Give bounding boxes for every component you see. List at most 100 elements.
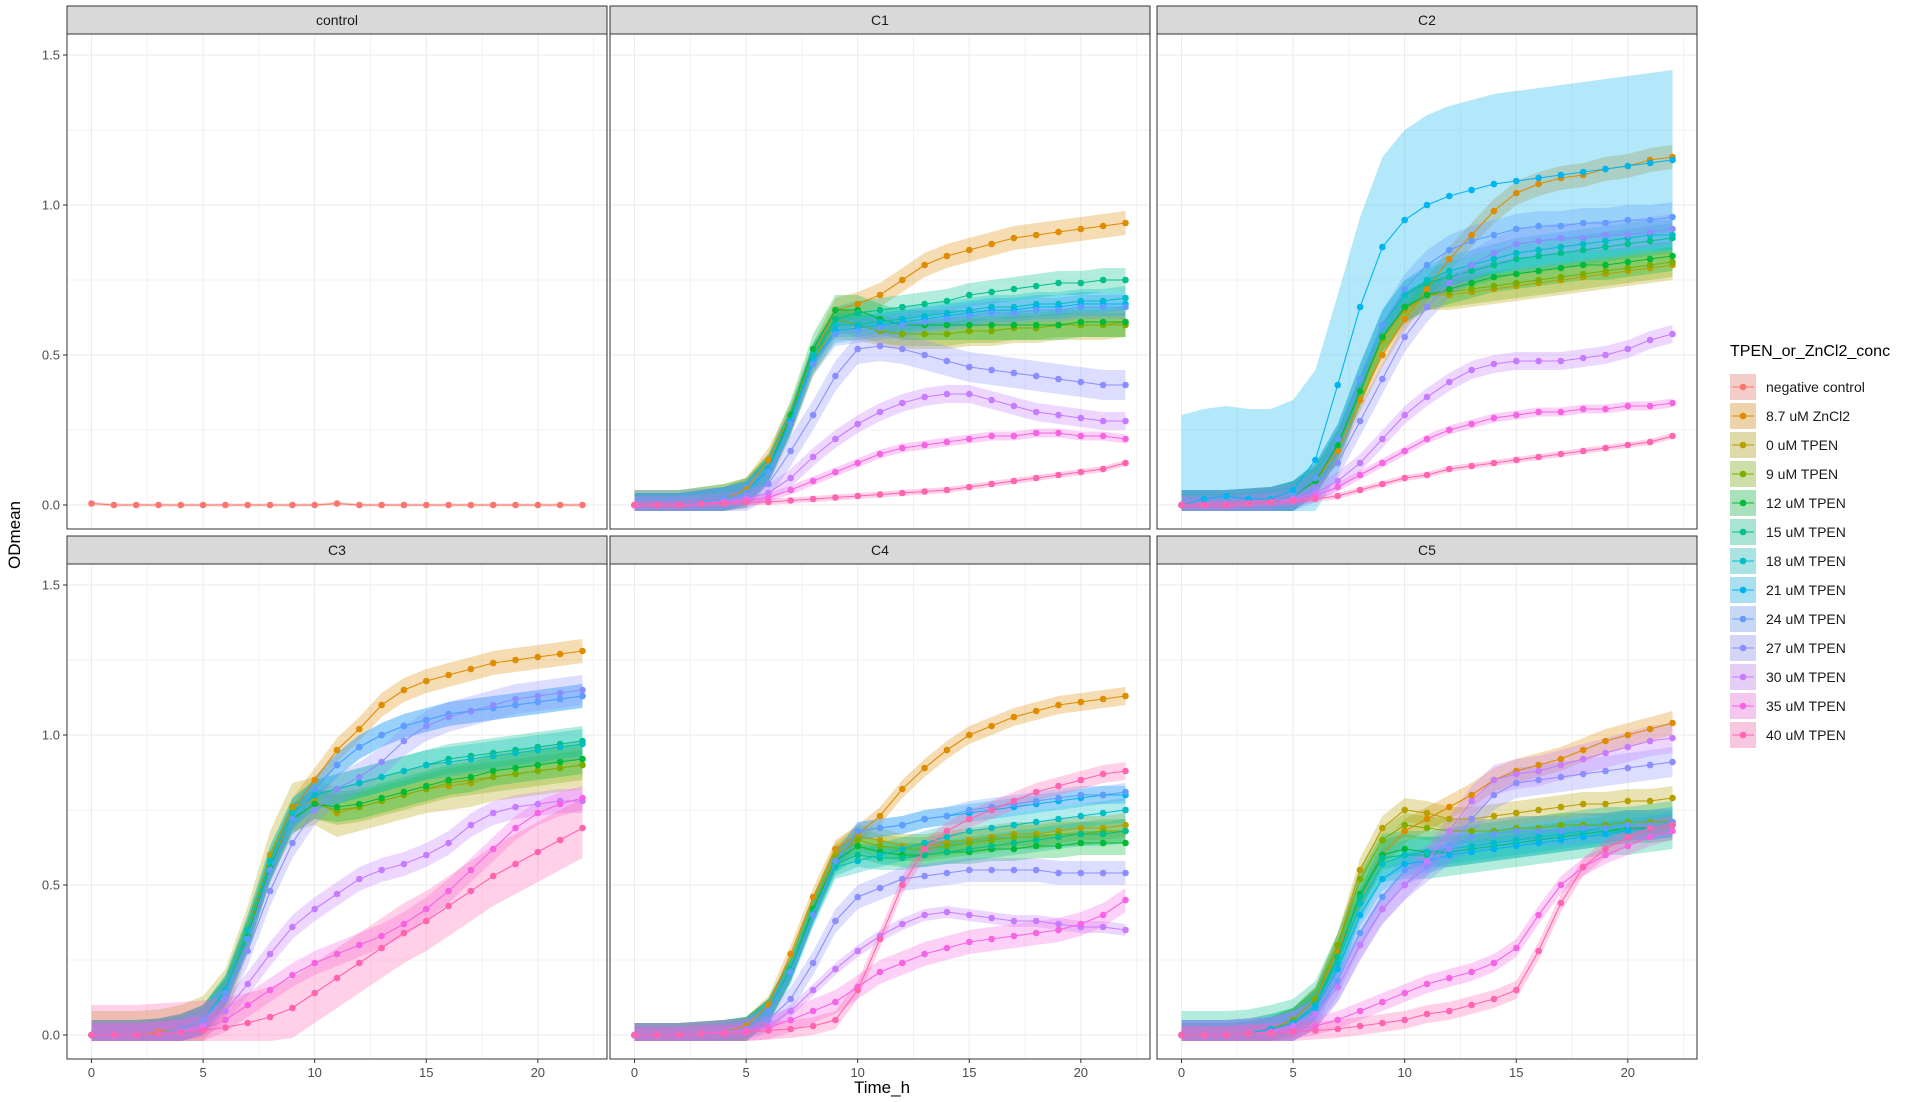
data-point-27-um-tpen (988, 866, 995, 874)
facet-panel-C2: C2 (1156, 5, 1698, 530)
data-point-35-um-tpen (1010, 432, 1018, 440)
data-point-12-um-tpen (1055, 842, 1062, 850)
data-point-negative-control (467, 501, 475, 509)
x-tick-label: 10 (307, 1065, 321, 1080)
data-point-30-um-tpen (1468, 366, 1475, 374)
data-point-40-um-tpen (675, 501, 683, 509)
data-point-18-um-tpen (512, 749, 519, 757)
data-point-24-um-tpen (921, 815, 928, 823)
data-point-15-um-tpen (921, 300, 928, 308)
data-point-8-7-um-zncl2 (765, 456, 772, 464)
data-point-35-um-tpen (1334, 1016, 1341, 1024)
data-point-27-um-tpen (489, 701, 497, 709)
legend-label: 12 uM TPEN (1766, 495, 1846, 511)
data-point-12-um-tpen (1379, 333, 1386, 341)
data-point-8-7-um-zncl2 (943, 746, 951, 754)
data-point-21-um-tpen (1646, 159, 1654, 167)
data-point-35-um-tpen (400, 920, 408, 928)
data-point-27-um-tpen (1122, 381, 1129, 389)
data-point-21-um-tpen (1401, 860, 1408, 868)
ribbon-21-um-tpen (634, 292, 1126, 511)
data-point-27-um-tpen (1513, 779, 1520, 787)
data-point-15-um-tpen (1099, 830, 1107, 838)
data-point-21-um-tpen (1513, 177, 1520, 185)
data-point-12-um-tpen (1077, 839, 1085, 847)
data-point-30-um-tpen (1513, 357, 1520, 365)
data-point-15-um-tpen (1032, 836, 1040, 844)
data-point-30-um-tpen (1312, 1010, 1319, 1018)
data-point-30-um-tpen (1032, 917, 1040, 925)
data-point-40-um-tpen (899, 881, 906, 889)
data-point-8-7-um-zncl2 (1446, 255, 1453, 263)
data-point-27-um-tpen (1423, 863, 1431, 871)
data-point-18-um-tpen (1032, 818, 1040, 826)
data-point-35-um-tpen (534, 809, 542, 817)
data-point-15-um-tpen (1010, 839, 1018, 847)
data-point-30-um-tpen (1669, 330, 1676, 338)
legend-label: 27 uM TPEN (1766, 640, 1846, 656)
data-point-24-um-tpen (1557, 827, 1565, 835)
data-point-30-um-tpen (1032, 408, 1040, 416)
data-point-40-um-tpen (988, 480, 995, 488)
data-point-35-um-tpen (1602, 851, 1609, 859)
data-point-0-um-tpen (1423, 809, 1431, 817)
data-point-24-um-tpen (1579, 824, 1587, 832)
data-point-40-um-tpen (876, 491, 884, 498)
data-point-35-um-tpen (445, 887, 452, 895)
data-point-24-um-tpen (1468, 833, 1475, 841)
data-point-8-7-um-zncl2 (1055, 228, 1062, 236)
data-point-30-um-tpen (1624, 345, 1632, 353)
facet-strip-label: control (316, 12, 358, 28)
data-point-9-um-tpen (1356, 875, 1364, 883)
y-tick-label: 1.0 (42, 728, 60, 743)
data-point-15-um-tpen (1122, 276, 1129, 284)
ribbon-9-um-tpen (634, 819, 1126, 1041)
data-point-40-um-tpen (1032, 788, 1040, 796)
data-point-24-um-tpen (876, 824, 884, 832)
legend-item-0-um-tpen: 0 uM TPEN (1730, 432, 1838, 458)
data-point-12-um-tpen (943, 321, 951, 329)
data-point-18-um-tpen (1468, 842, 1475, 850)
data-point-30-um-tpen (1446, 378, 1453, 386)
data-point-40-um-tpen (653, 1031, 661, 1039)
data-point-27-um-tpen (966, 363, 973, 371)
data-point-35-um-tpen (311, 959, 319, 967)
data-point-18-um-tpen (809, 351, 817, 359)
data-point-24-um-tpen (899, 321, 906, 329)
data-point-12-um-tpen (1669, 252, 1676, 260)
data-point-18-um-tpen (1490, 255, 1498, 263)
data-point-35-um-tpen (787, 486, 794, 494)
data-point-35-um-tpen (943, 944, 951, 952)
data-point-35-um-tpen (1535, 408, 1542, 416)
data-point-40-um-tpen (1245, 1030, 1252, 1037)
data-point-27-um-tpen (423, 722, 430, 730)
data-point-30-um-tpen (1379, 905, 1386, 913)
data-point-30-um-tpen (1334, 983, 1341, 991)
data-point-40-um-tpen (1513, 456, 1520, 464)
data-point-40-um-tpen (787, 497, 794, 504)
data-point-0-um-tpen (1669, 794, 1676, 802)
data-point-negative-control (512, 501, 519, 509)
data-point-40-um-tpen (1122, 767, 1129, 775)
ribbon-12-um-tpen (634, 295, 1126, 511)
data-point-9-um-tpen (1557, 821, 1565, 829)
data-point-negative-control (289, 501, 296, 509)
data-point-27-um-tpen (579, 686, 586, 694)
data-point-21-um-tpen (1312, 456, 1319, 464)
data-point-15-um-tpen (854, 309, 861, 317)
data-point-24-um-tpen (556, 695, 564, 703)
legend-label: 30 uM TPEN (1766, 669, 1846, 685)
data-point-24-um-tpen (943, 315, 951, 323)
data-point-27-um-tpen (1490, 249, 1498, 257)
data-point-18-um-tpen (579, 740, 586, 748)
data-point-24-um-tpen (1423, 261, 1431, 269)
data-point-12-um-tpen (356, 800, 363, 808)
data-point-27-um-tpen (1032, 866, 1040, 874)
data-point-0-um-tpen (1602, 800, 1609, 808)
x-tick-label: 5 (199, 1065, 206, 1080)
data-point-8-7-um-zncl2 (988, 722, 995, 730)
data-point-40-um-tpen (244, 1019, 251, 1027)
data-point-40-um-tpen (579, 824, 586, 832)
data-point-30-um-tpen (854, 947, 861, 955)
data-point-8-7-um-zncl2 (1010, 713, 1018, 721)
